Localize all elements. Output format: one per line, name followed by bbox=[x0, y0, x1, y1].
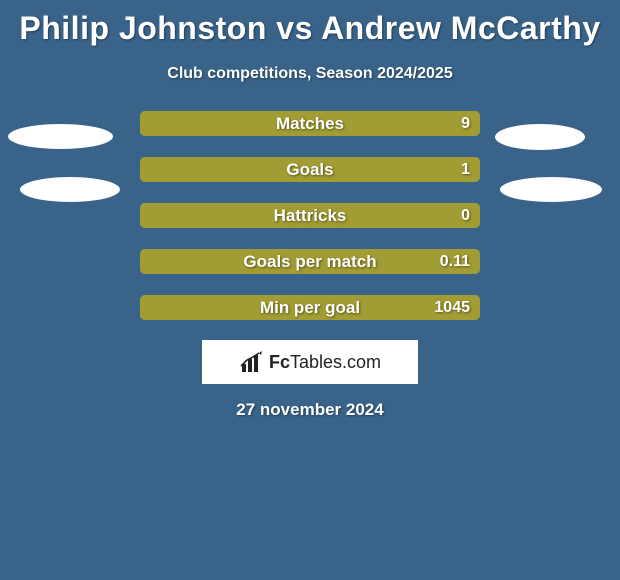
stat-bar-track bbox=[140, 203, 480, 228]
stat-bar-track bbox=[140, 111, 480, 136]
stat-bar-fill bbox=[140, 111, 480, 136]
stat-row: Goals per match0.11 bbox=[0, 249, 620, 274]
stat-bar-track bbox=[140, 249, 480, 274]
decorative-ellipse bbox=[8, 124, 113, 149]
decorative-ellipse bbox=[495, 124, 585, 150]
date-line: 27 november 2024 bbox=[0, 400, 620, 420]
stat-row: Hattricks0 bbox=[0, 203, 620, 228]
stat-bar-track bbox=[140, 157, 480, 182]
subtitle: Club competitions, Season 2024/2025 bbox=[0, 65, 620, 83]
page-title: Philip Johnston vs Andrew McCarthy bbox=[0, 0, 620, 47]
stat-bar-fill bbox=[140, 157, 480, 182]
stat-bar-fill bbox=[140, 295, 480, 320]
decorative-ellipse bbox=[20, 177, 120, 202]
stat-row: Min per goal1045 bbox=[0, 295, 620, 320]
stat-bar-track bbox=[140, 295, 480, 320]
logo-text: FcTables.com bbox=[269, 352, 381, 373]
logo-prefix: Fc bbox=[269, 352, 290, 372]
stat-bar-fill bbox=[140, 249, 480, 274]
decorative-ellipse bbox=[500, 177, 602, 202]
bars-icon bbox=[239, 350, 265, 374]
logo-suffix: Tables.com bbox=[290, 352, 381, 372]
fctables-logo: FcTables.com bbox=[202, 340, 418, 384]
stat-bar-fill bbox=[140, 203, 480, 228]
